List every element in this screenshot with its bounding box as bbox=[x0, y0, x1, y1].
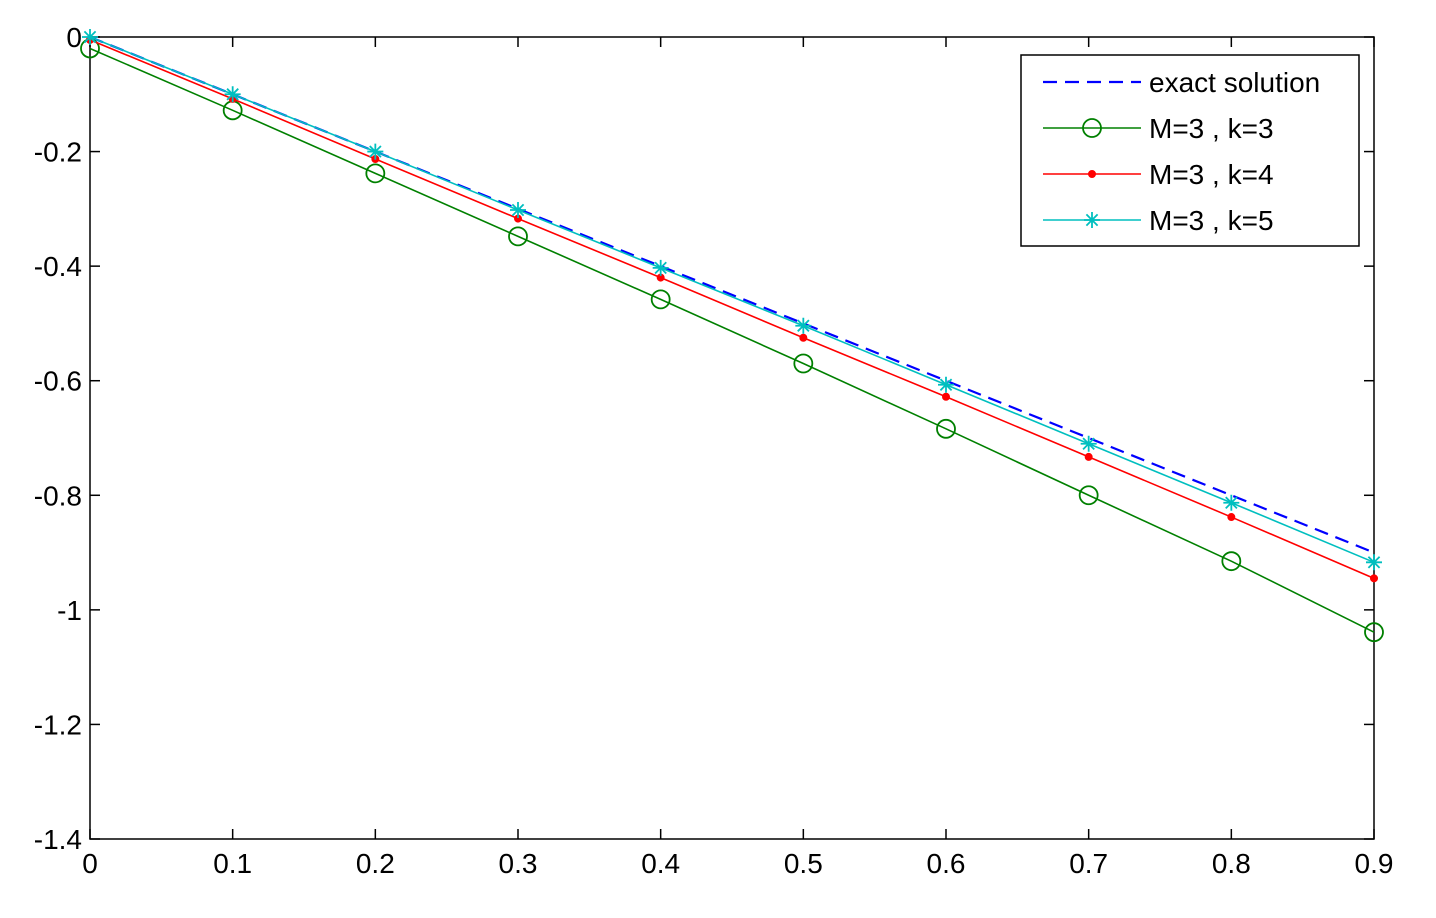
y-tick-label: -0.4 bbox=[34, 251, 82, 282]
y-tick-label: -0.2 bbox=[34, 137, 82, 168]
data-point bbox=[224, 86, 241, 103]
legend-label: exact solution bbox=[1149, 67, 1320, 98]
data-point bbox=[795, 317, 812, 334]
data-point bbox=[938, 376, 954, 393]
data-point bbox=[367, 143, 384, 160]
y-tick-label: -1 bbox=[57, 595, 82, 626]
series-line bbox=[89, 39, 1375, 580]
legend-label: M=3 , k=4 bbox=[1149, 159, 1274, 190]
data-point bbox=[82, 29, 98, 45]
data-point bbox=[942, 392, 950, 401]
y-tick-label: 0 bbox=[66, 22, 82, 53]
data-point bbox=[936, 418, 956, 439]
x-tick-label: 0.3 bbox=[499, 848, 538, 879]
data-point bbox=[1227, 513, 1236, 522]
x-tick-label: 0.6 bbox=[927, 848, 966, 879]
data-point bbox=[1364, 622, 1384, 643]
x-tick-label: 0.1 bbox=[213, 848, 252, 879]
x-tick-label: 0.7 bbox=[1069, 848, 1108, 879]
x-tick-label: 0.8 bbox=[1212, 848, 1251, 879]
axes-box bbox=[89, 36, 1375, 840]
x-tick-label: 0.2 bbox=[356, 848, 395, 879]
legend-label: M=3 , k=3 bbox=[1149, 113, 1274, 144]
series-3 bbox=[82, 29, 1382, 571]
plot-area: 0 0.1 0.2 0.3 0.4 0.5 0.6 0.7 0.8 0.9 0 -0.2 -0.4 -0.… bbox=[34, 22, 1394, 879]
legend-swatch-marker bbox=[1088, 170, 1096, 178]
x-tick-label: 0.9 bbox=[1355, 848, 1394, 879]
data-point bbox=[1221, 551, 1242, 572]
y-tick-label: -0.8 bbox=[34, 480, 82, 511]
legend: exact solution M=3 , k=3 M=3 , k=4 M=3 , k=… bbox=[1020, 54, 1360, 247]
data-point bbox=[1084, 452, 1093, 461]
data-point bbox=[652, 259, 669, 276]
legend-swatch-marker bbox=[1082, 118, 1102, 138]
data-point bbox=[1370, 574, 1378, 583]
legend-box bbox=[1020, 54, 1360, 247]
data-point bbox=[793, 353, 814, 374]
data-point bbox=[1223, 494, 1240, 511]
data-point bbox=[799, 333, 808, 342]
x-tick-label: 0.5 bbox=[784, 848, 823, 879]
data-point bbox=[508, 226, 528, 247]
x-tick-label: 0 bbox=[82, 848, 98, 879]
data-point bbox=[1080, 435, 1097, 452]
y-tick-label: -0.6 bbox=[34, 366, 82, 397]
y-tick-label: -1.4 bbox=[34, 824, 82, 855]
y-tick-label: -1.2 bbox=[34, 709, 82, 740]
legend-label: M=3 , k=5 bbox=[1149, 205, 1274, 236]
series-line bbox=[89, 36, 1375, 564]
series-1 bbox=[80, 38, 1384, 643]
data-point bbox=[650, 289, 671, 310]
data-point bbox=[1366, 554, 1382, 571]
legend-swatch-marker bbox=[1084, 212, 1100, 228]
series-line bbox=[89, 47, 1375, 633]
data-point bbox=[365, 163, 386, 184]
data-point bbox=[1078, 485, 1099, 506]
x-tick-label: 0.4 bbox=[641, 848, 680, 879]
data-point bbox=[510, 202, 526, 219]
